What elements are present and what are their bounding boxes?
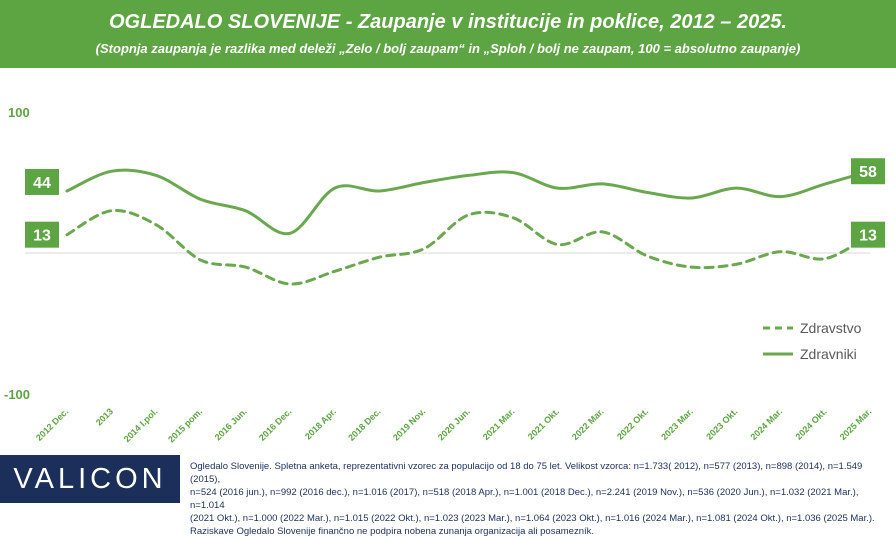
- x-tick-label: 2024 Mar.: [748, 406, 784, 442]
- x-tick-label: 2019 Nov.: [391, 406, 427, 442]
- x-tick-label: 2021 Okt.: [526, 406, 561, 441]
- x-tick-label: 2024 Okt.: [793, 406, 828, 441]
- x-tick-label: 2022 Okt.: [615, 406, 650, 441]
- chart-title: OGLEDALO SLOVENIJE - Zaupanje v instituc…: [109, 11, 787, 33]
- legend-label-zdravstvo: Zdravstvo: [800, 320, 862, 336]
- footer-note-line: Ogledalo Slovenije. Spletna anketa, repr…: [190, 461, 863, 485]
- footer-note-line: (2021 Okt.), n=1.000 (2022 Mar.), n=1.01…: [190, 513, 875, 524]
- footer-note: Ogledalo Slovenije. Spletna anketa, repr…: [190, 460, 890, 538]
- line-chart: 100 -100 44 13 58 13 Zdravstvo Zdravniki 2012 De…: [4, 105, 885, 445]
- x-tick-label: 2013: [94, 406, 115, 427]
- x-tick-label: 2014 I.pol.: [122, 406, 160, 444]
- legend-label-zdravniki: Zdravniki: [800, 346, 857, 362]
- x-tick-label: 2021 Mar.: [481, 406, 517, 442]
- data-label-start-zdravniki: 44: [33, 175, 51, 192]
- y-tick-label: -100: [4, 387, 30, 402]
- footer-note-line: n=524 (2016 jun.), n=992 (2016 dec.), n=…: [190, 487, 859, 511]
- x-tick-label: 2022 Mar.: [570, 406, 606, 442]
- x-tick-label: 2025 Mar.: [838, 406, 874, 442]
- logo-text: VALICON: [13, 463, 167, 495]
- data-label-start-zdravniki-box: [25, 168, 59, 195]
- x-tick-label: 2015 pom.: [166, 406, 204, 444]
- data-label-start-zdravstvo: 13: [33, 228, 51, 245]
- data-label-start-zdravstvo-box: [25, 221, 59, 248]
- data-label-end-zdravniki: 58: [859, 164, 877, 181]
- data-label-end-zdravstvo: 13: [859, 228, 877, 245]
- x-tick-label: 2012 Dec.: [34, 406, 70, 442]
- x-tick-label: 2020 Jun.: [436, 406, 472, 442]
- x-tick-label: 2023 Mar.: [659, 406, 695, 442]
- footer-note-line: Raziskave Ogledalo Slovenije finančno ne…: [190, 526, 595, 537]
- x-tick-label: 2016 Jun.: [213, 406, 249, 442]
- y-tick-label: 100: [8, 105, 30, 120]
- chart-subtitle: (Stopnja zaupanja je razlika med deleži …: [95, 41, 801, 56]
- data-label-end-zdravstvo-box: [851, 221, 885, 248]
- data-label-end-zdravniki-box: [851, 158, 885, 185]
- chart-header: OGLEDALO SLOVENIJE - Zaupanje v instituc…: [0, 0, 896, 68]
- x-tick-label: 2018 Dec.: [346, 406, 382, 442]
- series-line-zdravniki: [65, 168, 872, 236]
- x-tick-label: 2016 Dec.: [257, 406, 293, 442]
- valicon-logo: VALICON: [0, 455, 180, 503]
- x-tick-label: 2023 Okt.: [704, 406, 739, 441]
- x-tick-label: 2018 Apr.: [303, 406, 338, 441]
- series-line-zdravstvo: [65, 209, 872, 286]
